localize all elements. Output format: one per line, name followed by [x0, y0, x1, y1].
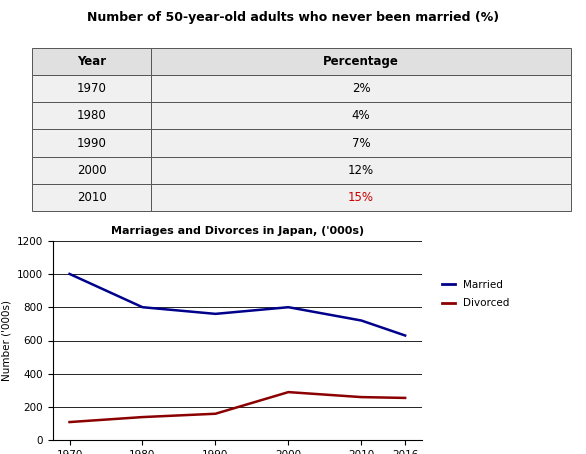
Married: [139, 305, 146, 310]
Line: Divorced: Divorced: [70, 392, 405, 422]
Text: 12%: 12%: [348, 164, 374, 177]
Text: 2%: 2%: [352, 82, 370, 95]
Married: [212, 311, 219, 316]
Text: Percentage: Percentage: [323, 55, 399, 68]
Text: 1980: 1980: [77, 109, 107, 122]
Text: 2000: 2000: [77, 164, 106, 177]
Married: [401, 333, 408, 338]
Text: Year: Year: [77, 55, 106, 68]
Title: Marriages and Divorces in Japan, ('000s): Marriages and Divorces in Japan, ('000s): [111, 226, 364, 236]
Married: [358, 318, 365, 323]
Text: 2010: 2010: [77, 191, 107, 204]
Text: 4%: 4%: [352, 109, 370, 122]
Married: [66, 271, 73, 276]
Divorced: [401, 395, 408, 400]
Text: 1990: 1990: [77, 137, 107, 149]
Divorced: [285, 390, 292, 395]
Y-axis label: Number ('000s): Number ('000s): [1, 300, 11, 381]
Married: [285, 305, 292, 310]
Divorced: [139, 415, 146, 420]
Divorced: [212, 411, 219, 416]
Text: Number of 50-year-old adults who never been married (%): Number of 50-year-old adults who never b…: [87, 11, 499, 25]
Text: 15%: 15%: [348, 191, 374, 204]
Text: 1970: 1970: [77, 82, 107, 95]
Text: 7%: 7%: [352, 137, 370, 149]
Legend: Married, Divorced: Married, Divorced: [438, 276, 514, 312]
Divorced: [66, 419, 73, 425]
Line: Married: Married: [70, 274, 405, 336]
Divorced: [358, 395, 365, 400]
